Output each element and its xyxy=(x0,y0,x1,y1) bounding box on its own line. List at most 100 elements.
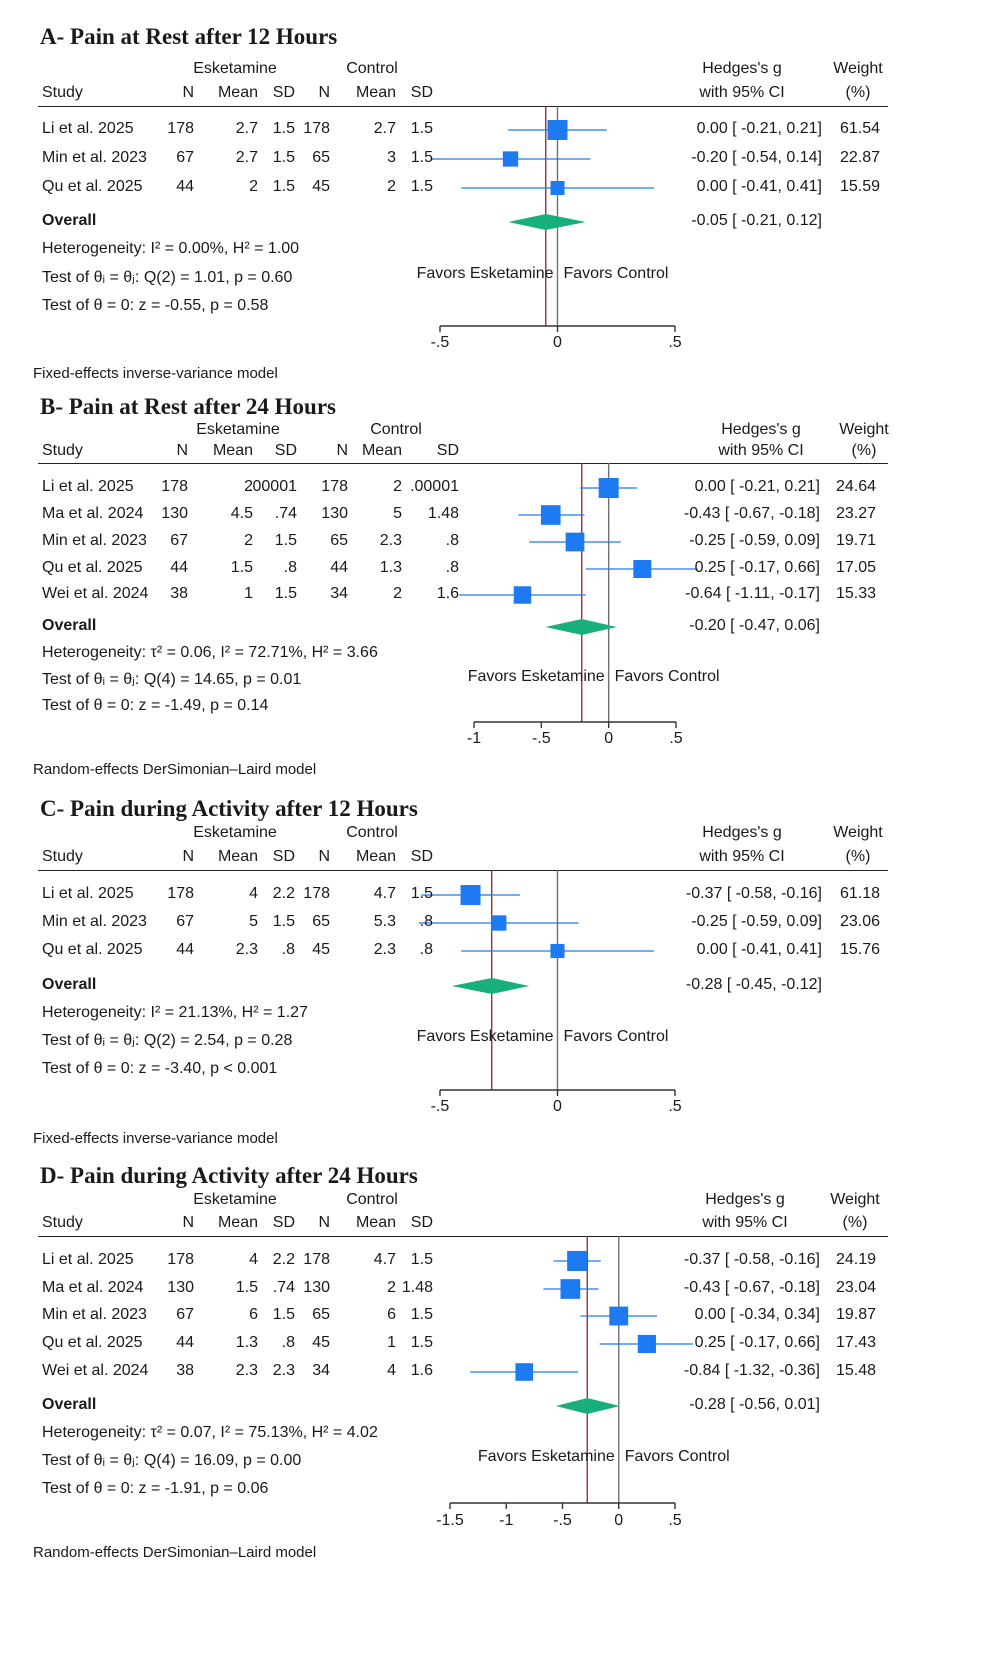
weight-value: 24.19 xyxy=(835,1251,876,1268)
sd2-value: 1.5 xyxy=(410,1251,433,1268)
n1-value: 178 xyxy=(167,120,194,137)
effect-marker xyxy=(550,943,565,959)
effect-ci-text: 0.00 [ -0.34, 0.34] xyxy=(694,1306,820,1323)
effect-marker xyxy=(567,1251,588,1271)
mean2-value: 1.3 xyxy=(379,559,402,576)
col-header-mean2: Mean xyxy=(355,1214,396,1231)
heterogeneity-stat: Heterogeneity: τ² = 0.07, I² = 75.13%, H… xyxy=(42,1424,378,1441)
n2-value: 178 xyxy=(303,1251,330,1268)
overall-diamond xyxy=(555,1398,620,1414)
x-tick-label: -1 xyxy=(499,1512,514,1529)
header-rule xyxy=(38,463,888,464)
n2-value: 34 xyxy=(312,1362,330,1379)
overall-diamond xyxy=(545,619,617,635)
sd2-value: 1.5 xyxy=(410,120,433,137)
favors-left-label: Favors Esketamine xyxy=(477,1448,615,1465)
forest-panel-b: B- Pain at Rest after 24 Hours Esketamine… xyxy=(0,392,986,784)
x-tick-label: 0 xyxy=(553,1098,562,1115)
effect-marker xyxy=(550,180,565,196)
col-header-effect: Hedges's g xyxy=(705,1191,785,1208)
mean1-value: 2 xyxy=(249,178,258,195)
col-header-ci: with 95% CI xyxy=(699,848,785,865)
col-header-sd2: SD xyxy=(436,442,459,459)
col-header-n1: N xyxy=(182,84,194,101)
sd1-value: 2.2 xyxy=(272,885,295,902)
sd2-value: 1.48 xyxy=(401,1279,433,1296)
sd2-value: .8 xyxy=(445,532,459,549)
mean1-value: 1 xyxy=(244,585,253,602)
heterogeneity-stat: Test of θᵢ = θⱼ: Q(4) = 16.09, p = 0.00 xyxy=(42,1452,302,1469)
study-label: Qu et al. 2025 xyxy=(42,559,143,576)
n2-value: 65 xyxy=(312,913,330,930)
effect-ci-text: 0.00 [ -0.41, 0.41] xyxy=(696,178,822,195)
sd1-value: .8 xyxy=(283,559,297,576)
n1-value: 67 xyxy=(176,1306,194,1323)
effect-ci-text: -0.43 [ -0.67, -0.18] xyxy=(683,1279,820,1296)
col-header-n2: N xyxy=(318,848,330,865)
group1-header: Esketamine xyxy=(193,60,277,77)
overall-diamond xyxy=(508,214,586,230)
favors-left-label: Favors Esketamine xyxy=(467,668,605,685)
heterogeneity-stat: Test of θ = 0: z = -1.91, p = 0.06 xyxy=(42,1480,269,1497)
study-label: Min et al. 2023 xyxy=(42,149,147,166)
effect-marker xyxy=(598,478,619,498)
n2-value: 44 xyxy=(330,559,348,576)
model-note: Fixed-effects inverse-variance model xyxy=(33,1130,278,1147)
mean2-value: 5.3 xyxy=(373,913,396,930)
model-note: Fixed-effects inverse-variance model xyxy=(33,365,278,382)
study-label: Li et al. 2025 xyxy=(42,120,134,137)
sd1-value: 2.3 xyxy=(272,1362,295,1379)
col-header-effect: Hedges's g xyxy=(702,60,782,77)
col-header-mean1: Mean xyxy=(217,848,258,865)
study-label: Qu et al. 2025 xyxy=(42,178,143,195)
mean1-value: 2 xyxy=(244,532,253,549)
sd2-value: 1.6 xyxy=(436,585,459,602)
n1-value: 178 xyxy=(167,885,194,902)
header-rule xyxy=(38,870,888,871)
mean1-value: 5 xyxy=(249,913,258,930)
panel-title: D- Pain during Activity after 24 Hours xyxy=(40,1163,418,1188)
col-header-weight-unit: (%) xyxy=(845,84,871,101)
overall-diamond xyxy=(451,978,530,994)
n2-value: 178 xyxy=(321,478,348,495)
weight-value: 17.43 xyxy=(835,1334,876,1351)
mean1-value: 4.5 xyxy=(230,505,253,522)
effect-marker xyxy=(460,885,481,905)
weight-value: 17.05 xyxy=(835,559,876,576)
sd2-value: 1.5 xyxy=(410,1306,433,1323)
mean1-value: 4 xyxy=(249,1251,258,1268)
mean2-value: 2 xyxy=(387,178,396,195)
favors-right-label: Favors Control xyxy=(563,1028,669,1045)
heterogeneity-stat: Test of θᵢ = θⱼ: Q(2) = 1.01, p = 0.60 xyxy=(42,269,293,286)
forest-panel-c: C- Pain during Activity after 12 Hours Es… xyxy=(0,788,986,1153)
effect-ci-text: -0.25 [ -0.59, 0.09] xyxy=(689,532,820,549)
study-label: Wei et al. 2024 xyxy=(42,585,149,602)
study-label: Li et al. 2025 xyxy=(42,1251,134,1268)
mean1-value: 2 xyxy=(244,478,253,495)
favors-left-label: Favors Esketamine xyxy=(416,1028,554,1045)
forest-plot-area xyxy=(418,870,676,1096)
n1-value: 178 xyxy=(167,1251,194,1268)
n2-value: 130 xyxy=(321,505,348,522)
heterogeneity-stat: Test of θ = 0: z = -3.40, p < 0.001 xyxy=(42,1060,278,1077)
study-label: Qu et al. 2025 xyxy=(42,941,143,958)
mean2-value: 2.3 xyxy=(379,532,402,549)
n1-value: 67 xyxy=(170,532,188,549)
x-tick-label: .5 xyxy=(668,334,682,351)
mean1-value: 1.3 xyxy=(235,1334,258,1351)
col-header-n2: N xyxy=(318,84,330,101)
effect-ci-text: 0.00 [ -0.21, 0.21] xyxy=(694,478,820,495)
mean2-value: 2.7 xyxy=(373,120,396,137)
sd2-value: 1.5 xyxy=(410,149,433,166)
x-tick-label: 0 xyxy=(604,730,614,747)
n2-value: 65 xyxy=(312,1306,330,1323)
effect-ci-text: -0.43 [ -0.67, -0.18] xyxy=(683,505,820,522)
overall-label: Overall xyxy=(42,1396,97,1413)
effect-ci-text: -0.37 [ -0.58, -0.16] xyxy=(683,1251,820,1268)
x-tick-label: -.5 xyxy=(430,334,450,351)
n1-value: 38 xyxy=(176,1362,194,1379)
sd2-value: 1.6 xyxy=(410,1362,433,1379)
n1-value: 38 xyxy=(170,585,188,602)
col-header-weight-unit: (%) xyxy=(851,442,877,459)
n1-value: 44 xyxy=(170,559,188,576)
